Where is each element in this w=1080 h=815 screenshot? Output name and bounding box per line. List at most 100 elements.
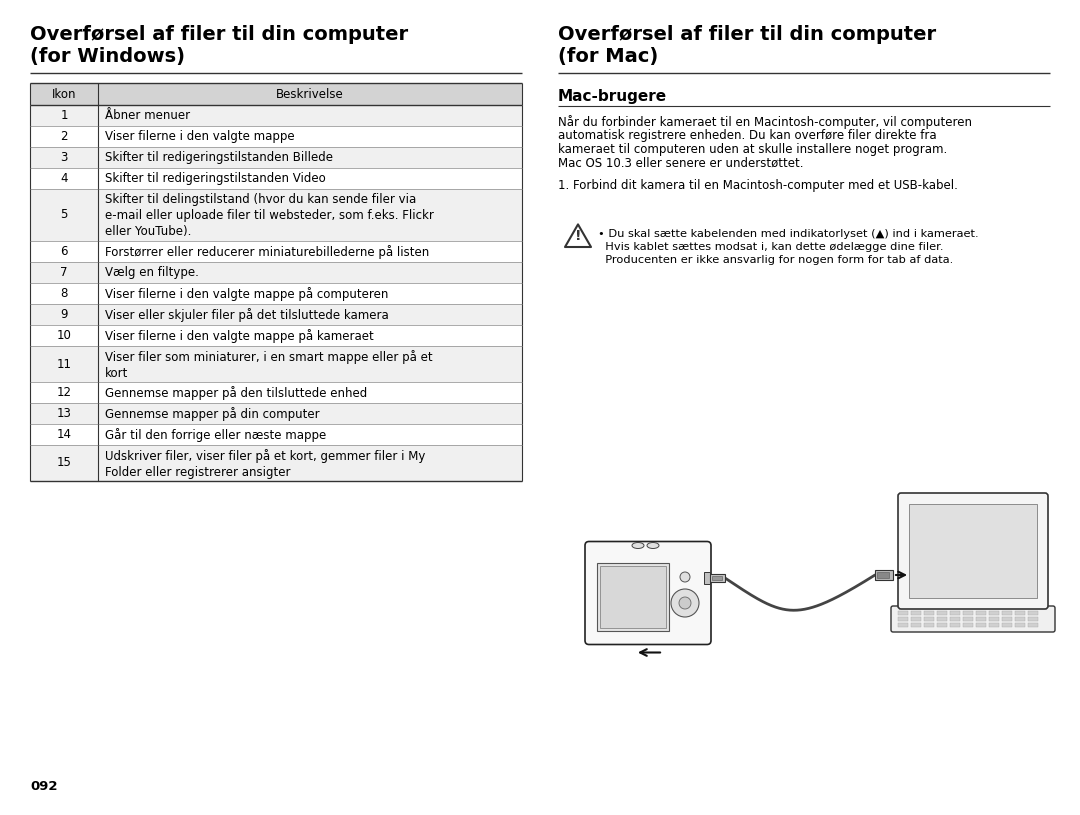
Text: Gennemse mapper på den tilsluttede enhed: Gennemse mapper på den tilsluttede enhed	[105, 386, 367, 400]
Circle shape	[680, 572, 690, 582]
Text: Mac-brugere: Mac-brugere	[558, 89, 667, 104]
Circle shape	[671, 589, 699, 617]
Bar	[989, 611, 999, 615]
Bar	[989, 617, 999, 621]
Text: Viser eller skjuler filer på det tilsluttede kamera: Viser eller skjuler filer på det tilslut…	[105, 308, 389, 322]
Text: Forstørrer eller reducerer miniaturebillederne på listen: Forstørrer eller reducerer miniaturebill…	[105, 245, 429, 259]
Bar	[912, 623, 921, 627]
Text: Overførsel af filer til din computer: Overførsel af filer til din computer	[558, 25, 936, 44]
Text: Beskrivelse: Beskrivelse	[276, 87, 343, 100]
Bar	[976, 623, 986, 627]
Text: 9: 9	[60, 308, 68, 321]
FancyBboxPatch shape	[897, 493, 1048, 609]
Bar	[30, 445, 522, 481]
Text: Skifter til redigeringstilstanden Billede: Skifter til redigeringstilstanden Billed…	[105, 151, 333, 164]
Text: Viser filerne i den valgte mappe: Viser filerne i den valgte mappe	[105, 130, 295, 143]
Text: Hvis kablet sættes modsat i, kan dette ødelægge dine filer.: Hvis kablet sættes modsat i, kan dette ø…	[598, 242, 944, 252]
Text: 11: 11	[56, 358, 71, 371]
Text: 1. Forbind dit kamera til en Macintosh-computer med et USB-kabel.: 1. Forbind dit kamera til en Macintosh-c…	[558, 179, 958, 192]
Text: 14: 14	[56, 428, 71, 441]
Text: • Du skal sætte kabelenden med indikatorlyset (▲) ind i kameraet.: • Du skal sætte kabelenden med indikator…	[598, 229, 978, 239]
Bar	[30, 126, 522, 147]
Bar	[1028, 623, 1038, 627]
Bar	[897, 611, 908, 615]
Bar	[950, 611, 960, 615]
Bar	[924, 611, 934, 615]
Bar	[30, 346, 522, 382]
Text: !: !	[575, 229, 581, 243]
Bar	[1015, 611, 1025, 615]
Bar	[963, 611, 973, 615]
Bar	[600, 566, 666, 628]
Text: Viser filerne i den valgte mappe på kameraet: Viser filerne i den valgte mappe på kame…	[105, 329, 374, 343]
Bar	[30, 83, 522, 105]
FancyBboxPatch shape	[891, 606, 1055, 632]
Bar	[30, 424, 522, 445]
Bar	[937, 623, 947, 627]
Text: Når du forbinder kameraet til en Macintosh-computer, vil computeren: Når du forbinder kameraet til en Macinto…	[558, 115, 972, 129]
Text: 5: 5	[60, 209, 68, 222]
Bar	[912, 617, 921, 621]
Bar	[597, 562, 669, 631]
Text: 2: 2	[60, 130, 68, 143]
Text: Producenten er ikke ansvarlig for nogen form for tab af data.: Producenten er ikke ansvarlig for nogen …	[598, 255, 954, 265]
Bar	[924, 623, 934, 627]
Text: 8: 8	[60, 287, 68, 300]
Bar	[30, 382, 522, 403]
Bar	[989, 623, 999, 627]
Text: 6: 6	[60, 245, 68, 258]
Bar	[976, 617, 986, 621]
Bar	[710, 574, 725, 582]
Bar	[897, 617, 908, 621]
Text: Ikon: Ikon	[52, 87, 77, 100]
Ellipse shape	[632, 543, 644, 548]
Text: 3: 3	[60, 151, 68, 164]
Text: 4: 4	[60, 172, 68, 185]
Bar	[950, 617, 960, 621]
Text: Vælg en filtype.: Vælg en filtype.	[105, 266, 199, 279]
Bar	[1015, 623, 1025, 627]
Text: Åbner menuer: Åbner menuer	[105, 109, 190, 122]
Bar	[704, 572, 710, 584]
Bar	[712, 576, 723, 580]
Text: Går til den forrige eller næste mappe: Går til den forrige eller næste mappe	[105, 428, 326, 442]
Bar	[1028, 611, 1038, 615]
Text: 13: 13	[56, 407, 71, 420]
FancyBboxPatch shape	[585, 541, 711, 645]
Bar	[30, 283, 522, 304]
Bar	[963, 617, 973, 621]
Bar	[924, 617, 934, 621]
Text: Skifter til delingstilstand (hvor du kan sende filer via
e-mail eller uploade fi: Skifter til delingstilstand (hvor du kan…	[105, 193, 434, 239]
Bar	[1002, 611, 1012, 615]
Text: 15: 15	[56, 456, 71, 469]
Text: (for Mac): (for Mac)	[558, 47, 658, 66]
Text: Viser filer som miniaturer, i en smart mappe eller på et
kort: Viser filer som miniaturer, i en smart m…	[105, 350, 433, 380]
Text: 12: 12	[56, 386, 71, 399]
Bar	[937, 611, 947, 615]
Bar	[30, 147, 522, 168]
Bar	[30, 189, 522, 241]
Bar	[963, 623, 973, 627]
Text: automatisk registrere enheden. Du kan overføre filer direkte fra: automatisk registrere enheden. Du kan ov…	[558, 129, 936, 142]
Bar	[1002, 617, 1012, 621]
Text: Udskriver filer, viser filer på et kort, gemmer filer i My
Folder eller registre: Udskriver filer, viser filer på et kort,…	[105, 449, 426, 479]
Text: 1: 1	[60, 109, 68, 122]
Text: 10: 10	[56, 329, 71, 342]
Text: Skifter til redigeringstilstanden Video: Skifter til redigeringstilstanden Video	[105, 172, 326, 185]
Circle shape	[679, 597, 691, 609]
Bar	[912, 611, 921, 615]
Bar	[30, 241, 522, 262]
Bar	[30, 304, 522, 325]
Bar	[1002, 623, 1012, 627]
Bar	[877, 572, 889, 578]
Text: Mac OS 10.3 eller senere er understøttet.: Mac OS 10.3 eller senere er understøttet…	[558, 157, 804, 170]
Text: 092: 092	[30, 780, 57, 793]
Bar	[30, 262, 522, 283]
Bar	[897, 623, 908, 627]
Bar	[30, 168, 522, 189]
Bar	[875, 570, 893, 580]
Bar	[30, 325, 522, 346]
Text: Overførsel af filer til din computer: Overførsel af filer til din computer	[30, 25, 408, 44]
Text: Viser filerne i den valgte mappe på computeren: Viser filerne i den valgte mappe på comp…	[105, 287, 389, 301]
Text: Gennemse mapper på din computer: Gennemse mapper på din computer	[105, 407, 320, 421]
